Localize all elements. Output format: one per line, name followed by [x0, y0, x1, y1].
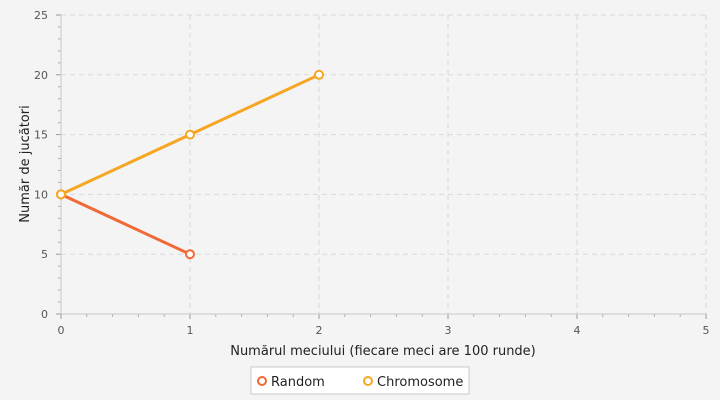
grid-layer [61, 14, 707, 314]
x-tick-label: 3 [445, 324, 452, 337]
x-tick-label: 2 [316, 324, 323, 337]
plot-area [61, 15, 706, 314]
legend-label-chromosome: Chromosome [377, 375, 463, 390]
data-point-chromosome [314, 69, 324, 80]
y-tick-label: 20 [34, 69, 48, 82]
data-point-random [185, 249, 195, 260]
y-tick-label: 5 [41, 248, 48, 261]
series-line-random [60, 193, 191, 256]
series-layer [56, 69, 324, 260]
axis-layer: 0 5 10 15 20 25 0 1 2 3 4 5 [34, 9, 710, 337]
legend-box [250, 366, 470, 395]
y-tick-label: 0 [41, 308, 48, 321]
legend: Random Chromosome [250, 366, 470, 395]
x-axis-title: Numărul meciului (fiecare meci are 100 r… [230, 344, 536, 359]
x-tick-label: 5 [703, 324, 710, 337]
legend-marker-random [257, 376, 267, 386]
y-tick-label: 25 [34, 9, 48, 22]
data-point-chromosome [185, 129, 195, 140]
y-axis-title: Număr de jucători [18, 105, 33, 222]
x-tick-label: 4 [574, 324, 581, 337]
y-tick-label: 10 [34, 188, 48, 201]
y-tick-label: 15 [34, 129, 48, 142]
legend-label-random: Random [271, 375, 325, 390]
x-tick-label: 1 [187, 324, 194, 337]
legend-marker-chromosome [363, 376, 373, 386]
x-tick-label: 0 [58, 324, 65, 337]
data-point-chromosome [56, 189, 66, 200]
